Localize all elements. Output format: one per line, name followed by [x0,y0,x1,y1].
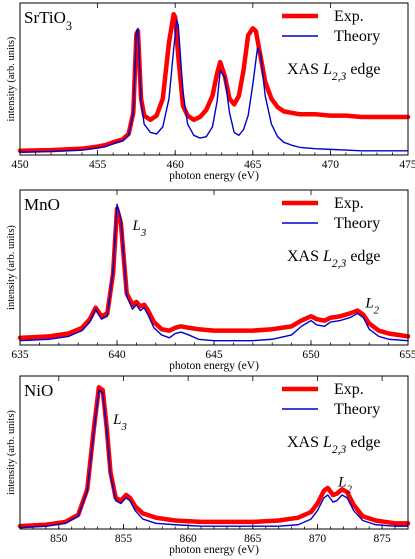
legend-label-theory: Theory [334,28,380,45]
x-tick-label: 470 [322,159,340,171]
legend-label-exp: Exp. [334,381,364,398]
plot-frame [19,375,409,530]
x-tick-label: 865 [244,533,262,545]
x-axis-label: photon energy (eV) [169,170,259,182]
edge-label: XAS L2,3 edge [287,434,381,456]
x-tick-label: 450 [11,159,29,171]
peak-label-l2: L2 [364,296,379,317]
legend-label-exp: Exp. [334,8,364,25]
edge-label: XAS L2,3 edge [287,248,381,270]
x-tick-label: 475 [399,159,415,171]
sample-name: MnO [24,195,60,214]
peak-label-l2: L2 [337,475,352,496]
series-theory-line [19,203,409,342]
x-tick-label: 465 [244,159,262,171]
legend-label-theory: Theory [334,401,380,418]
x-tick-label: 855 [115,533,133,545]
panel-srtio3: 450 455 460 465 470 475 photon energy (eV) inte… [6,2,415,182]
y-axis-label: intensity (arb. units) [6,36,17,121]
x-axis-label: photon energy (eV) [169,360,259,372]
legend-label-theory: Theory [334,215,380,232]
x-tick-label: 650 [302,349,320,361]
y-axis-label: intensity (arb. units) [6,225,17,310]
edge-label: XAS L2,3 edge [287,61,381,83]
x-tick-label: 655 [399,349,415,361]
x-tick-label: 645 [205,349,223,361]
x-tick-label: 850 [50,533,68,545]
x-tick-label: 860 [180,533,198,545]
x-tick-label: 875 [374,533,392,545]
x-tick-label: 635 [11,349,29,361]
plot-frame [19,2,409,156]
x-axis-label: photon energy (eV) [169,544,259,556]
panel-mno: 635 640 645 650 655 photon energy (eV) intensi… [6,189,415,372]
y-axis-label: intensity (arb. units) [6,410,17,495]
peak-label-l3: L3 [112,412,127,433]
legend-label-exp: Exp. [334,195,364,212]
series-theory-line [19,19,409,153]
x-tick-label: 460 [167,159,185,171]
x-tick-label: 640 [108,349,126,361]
peak-label-l3: L3 [132,218,147,239]
sample-name: SrTiO3 [24,8,72,33]
x-tick-label: 870 [309,533,327,545]
panel-nio: 850 855 860 865 870 875 photon energy (eV) inte… [6,375,411,556]
plot-frame [19,189,409,346]
x-tick-label: 455 [89,159,107,171]
series-exp-line [17,206,411,341]
sample-name: NiO [24,381,53,400]
